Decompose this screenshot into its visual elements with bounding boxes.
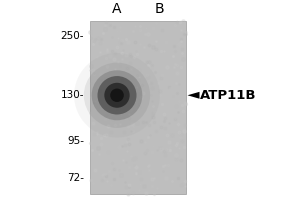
Text: A: A (112, 2, 122, 16)
Text: ATP11B: ATP11B (200, 89, 256, 102)
Text: 95-: 95- (67, 136, 84, 146)
Polygon shape (188, 92, 200, 99)
Text: 72-: 72- (67, 173, 84, 183)
Text: 130-: 130- (61, 90, 84, 100)
Ellipse shape (84, 63, 150, 128)
Ellipse shape (74, 53, 160, 138)
Ellipse shape (104, 83, 130, 108)
Text: 250-: 250- (61, 31, 84, 41)
Ellipse shape (110, 89, 124, 102)
Ellipse shape (92, 70, 142, 120)
Text: B: B (154, 2, 164, 16)
FancyBboxPatch shape (90, 21, 186, 194)
Ellipse shape (98, 76, 136, 114)
